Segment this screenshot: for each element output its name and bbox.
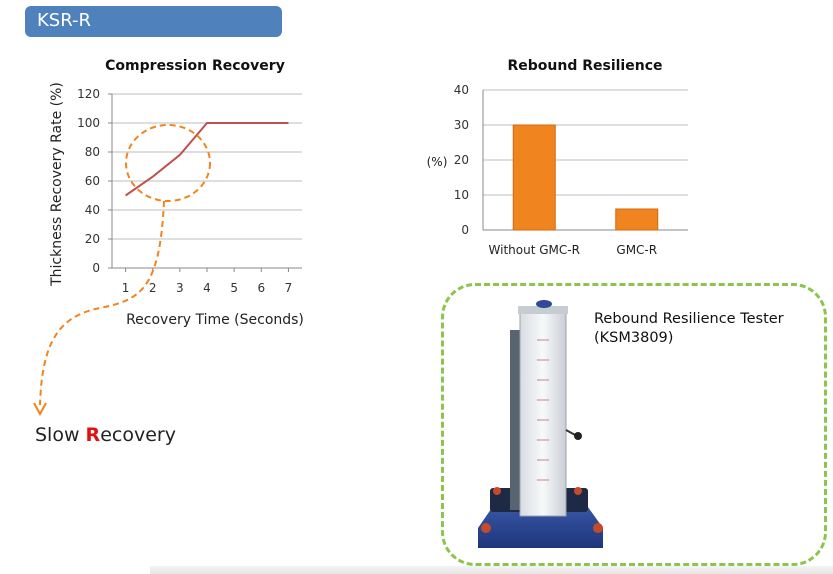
- line-chart-y-tick-label: 80: [85, 145, 100, 159]
- header-bar: KSR-R: [25, 6, 282, 37]
- slow-recovery-label: Slow Recovery: [35, 424, 176, 446]
- line-chart-x-tick-label: 5: [230, 281, 238, 295]
- line-chart-x-label: Recovery Time (Seconds): [126, 312, 304, 328]
- line-chart-x-tick-label: 7: [285, 281, 293, 295]
- annotation-arrow-head: [33, 402, 47, 417]
- bar-chart-title: Rebound Resilience: [507, 58, 663, 74]
- line-chart-y-tick-label: 0: [92, 261, 100, 275]
- bar-chart-y-tick-label: 10: [454, 188, 469, 202]
- bar-chart-category-label: Without GMC-R: [489, 243, 580, 257]
- line-chart-series: [125, 122, 289, 197]
- slow-recovery-highlight: R: [85, 424, 101, 446]
- line-chart-x-tick-label: 1: [122, 281, 130, 295]
- tester-label-name: Rebound Resilience Tester: [594, 311, 784, 327]
- bar-chart-bar: [615, 208, 659, 231]
- line-chart-y-tick-label: 120: [77, 87, 100, 101]
- tester-label: Rebound Resilience Tester (KSM3809): [594, 310, 784, 348]
- bar-chart-y-tick-label: 30: [454, 118, 469, 132]
- line-chart-title: Compression Recovery: [105, 58, 285, 74]
- bar-chart-y-tick-label: 0: [461, 223, 469, 237]
- line-chart-x-tick-label: 2: [149, 281, 157, 295]
- slow-recovery-suffix: ecovery: [100, 424, 176, 446]
- line-chart-y-tick-label: 60: [85, 174, 100, 188]
- annotation-dashed-circle: [125, 124, 211, 202]
- annotation-dashed-arrow: [39, 200, 165, 406]
- line-chart-x-tick-label: 6: [257, 281, 265, 295]
- bar-chart-bar: [512, 124, 556, 231]
- bar-chart-y-tick-label: 20: [454, 153, 469, 167]
- bar-chart-category-label: GMC-R: [616, 243, 657, 257]
- tester-label-model: (KSM3809): [594, 330, 674, 346]
- slow-recovery-prefix: Slow: [35, 424, 86, 446]
- line-chart-y-tick-label: 20: [85, 232, 100, 246]
- bar-chart-y-label: (%): [427, 155, 448, 169]
- tester-photo-frame: [441, 283, 827, 566]
- line-chart-y-tick-label: 100: [77, 116, 100, 130]
- line-chart-y-label: Thickness Recovery Rate (%): [49, 82, 65, 287]
- line-chart-x-tick-label: 4: [203, 281, 211, 295]
- line-chart-y-tick-label: 40: [85, 203, 100, 217]
- bottom-shadow: [150, 566, 833, 574]
- header-title: KSR-R: [37, 10, 92, 31]
- line-chart-x-tick-label: 3: [176, 281, 184, 295]
- bar-chart-y-tick-label: 40: [454, 83, 469, 97]
